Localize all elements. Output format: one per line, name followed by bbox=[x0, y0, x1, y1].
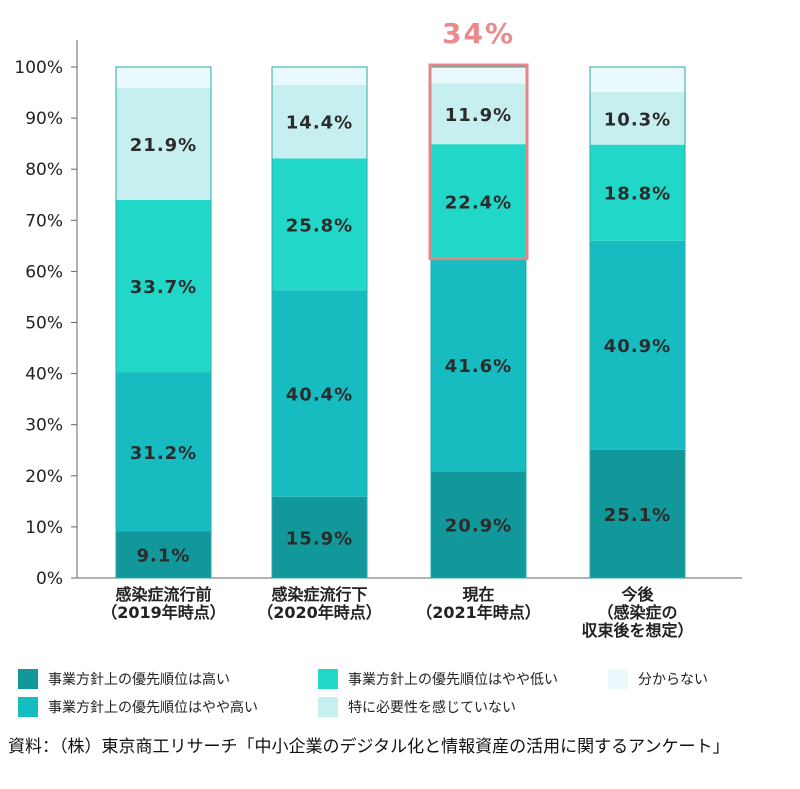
bar-segment bbox=[116, 372, 211, 532]
bar-segment bbox=[590, 449, 685, 578]
data-label: 25.1% bbox=[604, 505, 671, 526]
source-note: 資料：（株）東京商工リサーチ「中小企業のデジタル化と情報資産の活用に関するアンケ… bbox=[8, 736, 729, 757]
bar-segment bbox=[590, 144, 685, 241]
x-category-label: （2019年時点） bbox=[101, 603, 226, 622]
data-label: 41.6% bbox=[445, 356, 512, 377]
legend-swatch bbox=[18, 669, 38, 689]
y-tick-label: 20% bbox=[25, 467, 63, 487]
bar-segment bbox=[272, 84, 367, 159]
y-tick-label: 50% bbox=[25, 314, 63, 334]
x-category-label: （2020年時点） bbox=[257, 603, 382, 622]
y-tick-label: 90% bbox=[25, 109, 63, 129]
legend-swatch bbox=[608, 669, 628, 689]
y-tick-label: 60% bbox=[25, 262, 63, 282]
data-label: 22.4% bbox=[445, 192, 512, 213]
data-label: 20.9% bbox=[445, 516, 512, 537]
bar-outline bbox=[589, 66, 686, 579]
bar-segment bbox=[431, 83, 526, 145]
bar-segment bbox=[431, 471, 526, 578]
legend-swatch bbox=[318, 669, 338, 689]
bar-segment bbox=[431, 258, 526, 472]
y-tick-label: 70% bbox=[25, 211, 63, 231]
x-category-label: （感染症の bbox=[597, 603, 677, 622]
bar-segment bbox=[431, 144, 526, 259]
legend-label: 特に必要性を感じていない bbox=[348, 699, 516, 716]
bar-segment bbox=[116, 199, 211, 373]
data-label: 21.9% bbox=[130, 135, 197, 156]
data-label: 40.9% bbox=[604, 336, 671, 357]
y-tick-label: 80% bbox=[25, 160, 63, 180]
bar-outline bbox=[115, 66, 212, 579]
data-label: 40.4% bbox=[286, 385, 353, 406]
x-category-label: 収束後を想定） bbox=[581, 621, 693, 640]
highlight-callout-label: 34% bbox=[442, 17, 515, 50]
bar-segment bbox=[116, 67, 211, 88]
bar-segment bbox=[272, 496, 367, 578]
data-label: 11.9% bbox=[445, 105, 512, 126]
data-label: 33.7% bbox=[130, 277, 197, 298]
y-tick-label: 30% bbox=[25, 416, 63, 436]
bar-segment bbox=[272, 290, 367, 497]
legend-label: 事業方針上の優先順位は高い bbox=[48, 671, 230, 688]
x-category-label: 現在 bbox=[462, 585, 494, 604]
data-label: 18.8% bbox=[604, 184, 671, 205]
x-category-label: （2021年時点） bbox=[416, 603, 541, 622]
data-label: 31.2% bbox=[130, 443, 197, 464]
bar-segment bbox=[272, 158, 367, 291]
bar-segment bbox=[590, 67, 685, 93]
legend-swatch bbox=[318, 697, 338, 717]
y-tick-label: 40% bbox=[25, 365, 63, 385]
bar-outline bbox=[271, 66, 368, 579]
bar-segment bbox=[431, 67, 526, 84]
bar-segment bbox=[590, 240, 685, 450]
bar-outline bbox=[430, 66, 527, 579]
bar-segment bbox=[116, 531, 211, 578]
bar-segment bbox=[272, 67, 367, 85]
highlight-box bbox=[428, 63, 529, 261]
legend-swatch bbox=[18, 697, 38, 717]
x-category-label: 感染症流行下 bbox=[271, 585, 367, 604]
legend-label: 事業方針上の優先順位はやや高い bbox=[48, 699, 258, 716]
x-category-label: 今後 bbox=[620, 585, 654, 604]
y-tick-label: 10% bbox=[25, 518, 63, 538]
legend-label: 分からない bbox=[638, 672, 708, 688]
y-tick-label: 0% bbox=[36, 569, 63, 589]
legend-label: 事業方針上の優先順位はやや低い bbox=[348, 672, 558, 688]
x-category-label: 感染症流行前 bbox=[115, 585, 211, 604]
bar-segment bbox=[116, 87, 211, 200]
bar-segment bbox=[590, 92, 685, 145]
y-tick-label: 100% bbox=[14, 58, 63, 78]
data-label: 14.4% bbox=[286, 113, 353, 134]
data-label: 10.3% bbox=[604, 109, 671, 130]
data-label: 9.1% bbox=[137, 546, 191, 567]
data-label: 25.8% bbox=[286, 215, 353, 236]
data-label: 15.9% bbox=[286, 528, 353, 549]
